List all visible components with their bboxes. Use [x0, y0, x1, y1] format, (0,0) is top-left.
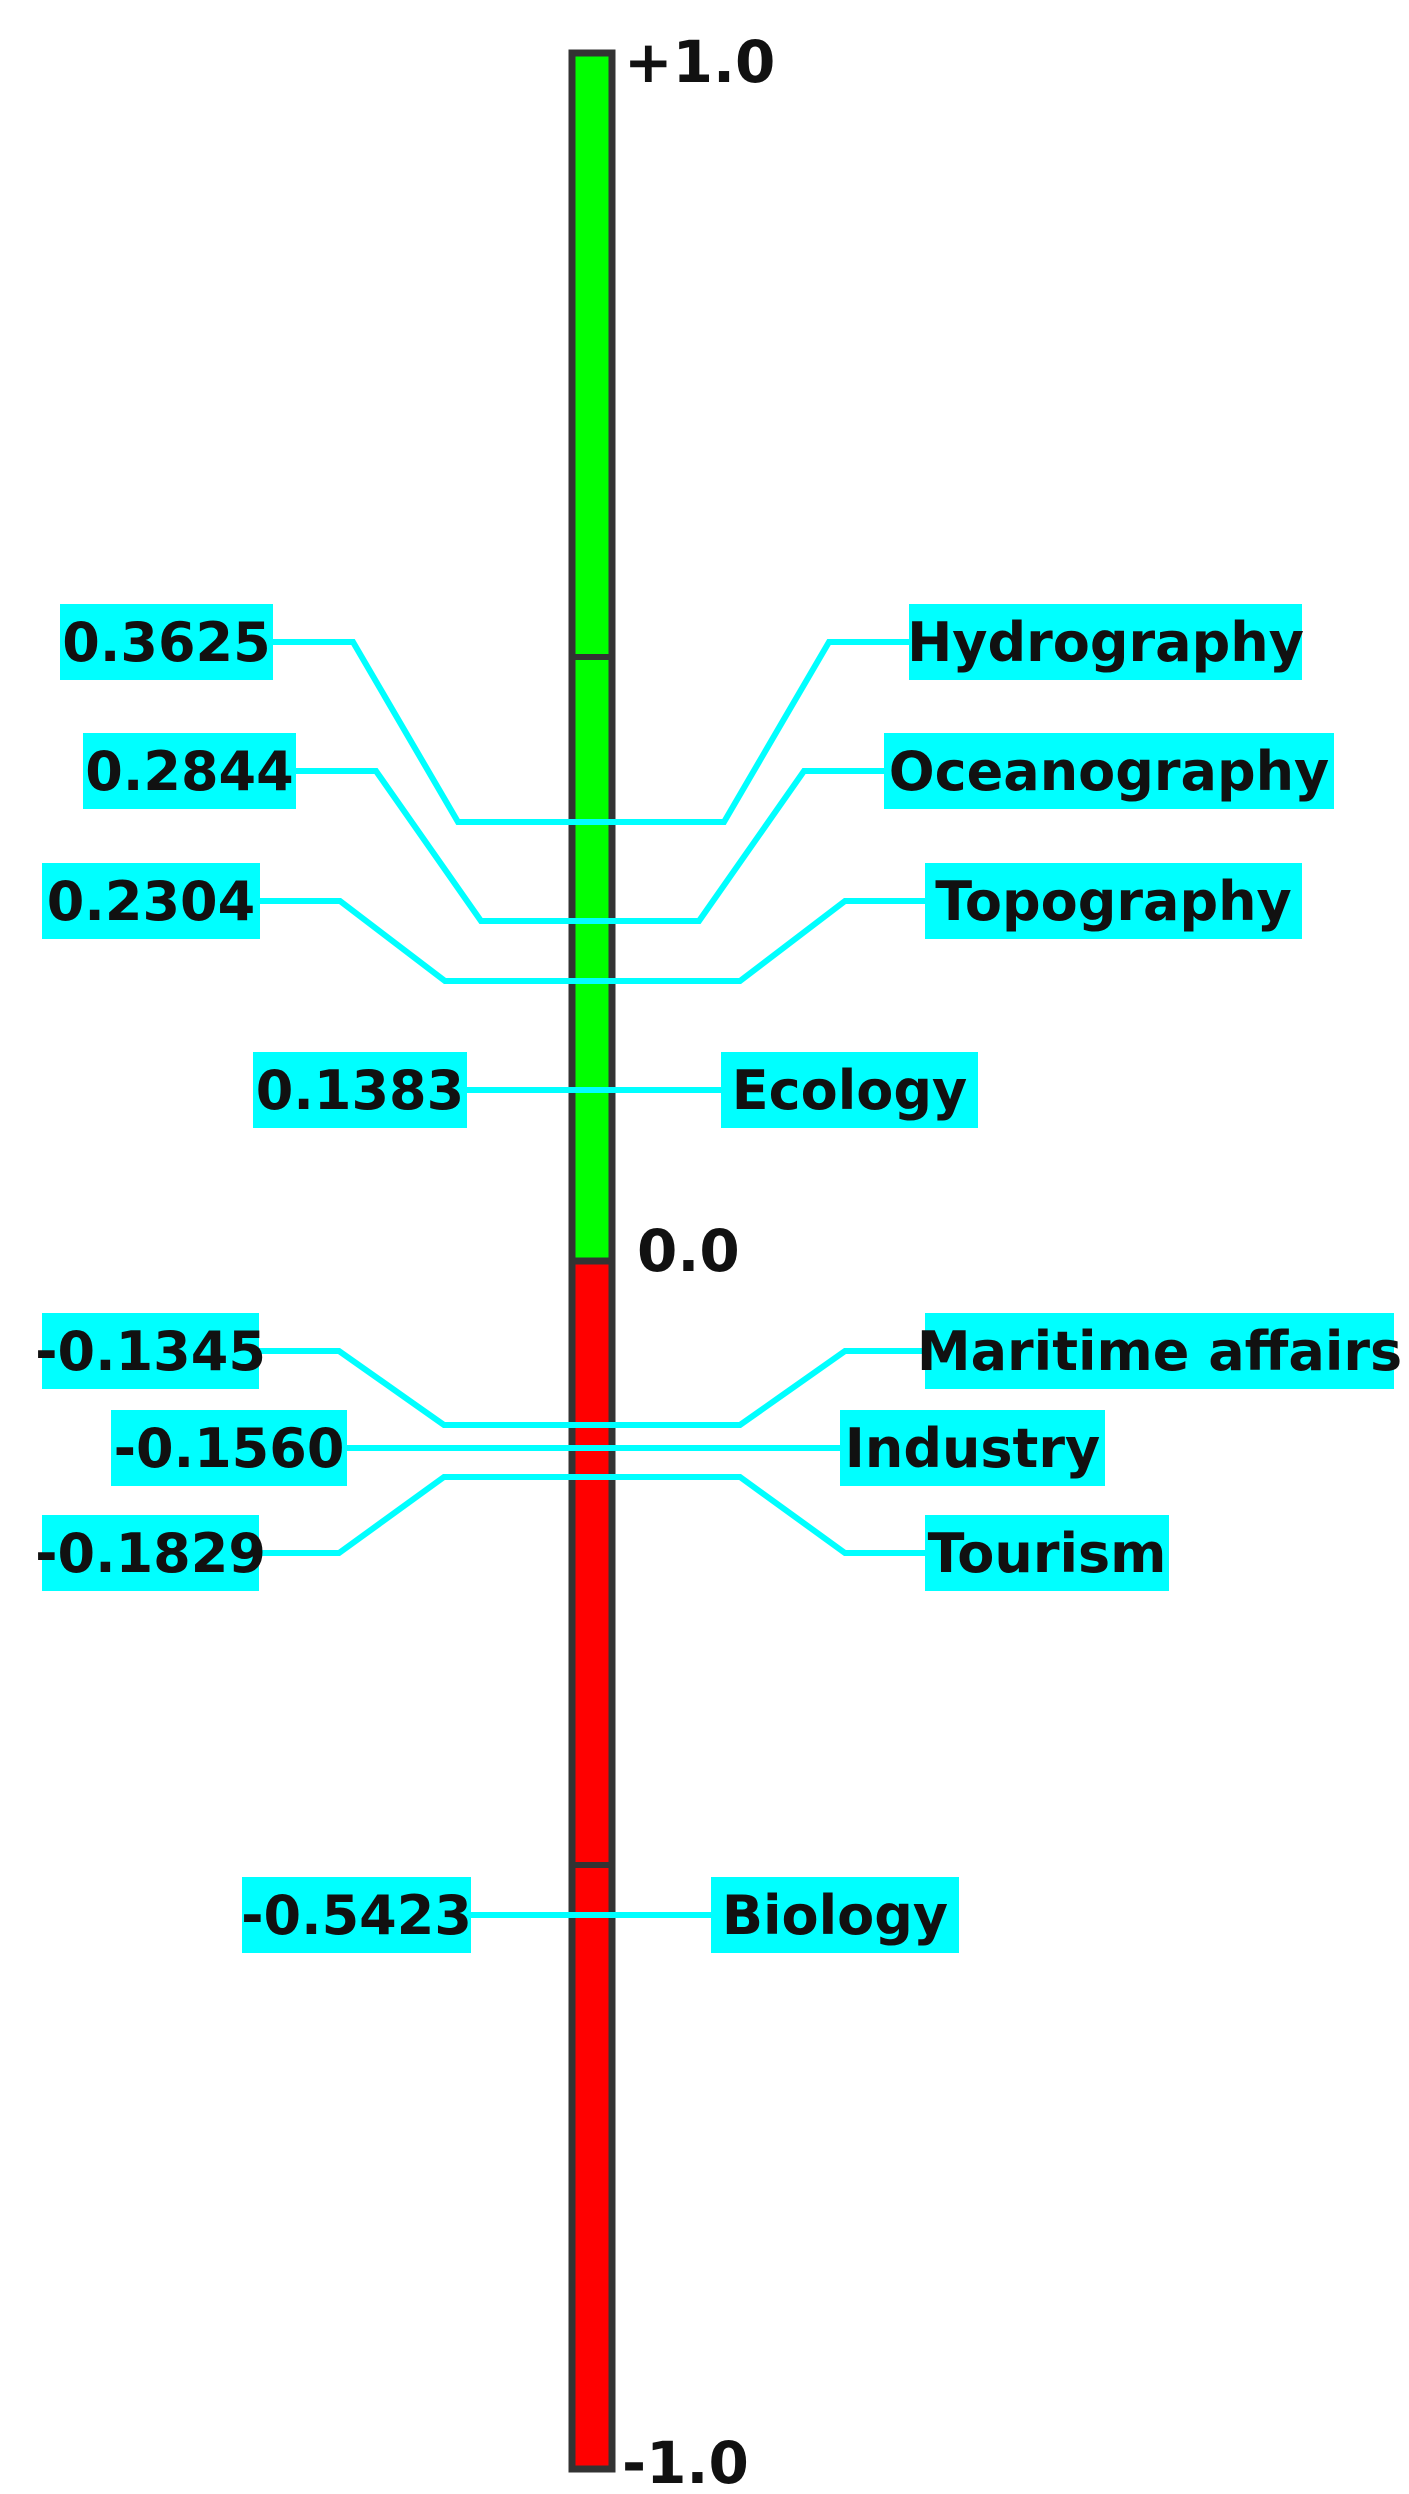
category-label-biology: Biology	[722, 1884, 948, 1947]
category-label-ecology: Ecology	[732, 1059, 967, 1122]
value-box-topography	[42, 863, 260, 939]
category-label-tourism: Tourism	[928, 1522, 1167, 1585]
category-box-ecology	[721, 1052, 978, 1128]
category-box-topography	[925, 863, 1302, 939]
category-box-maritime-affairs	[925, 1313, 1394, 1389]
value-label-industry: -0.1560	[114, 1417, 345, 1480]
category-label-maritime-affairs: Maritime affairs	[917, 1320, 1402, 1383]
value-box-industry	[111, 1410, 347, 1486]
leader-line-hydrography	[273, 639, 909, 825]
category-label-topography: Topography	[935, 870, 1292, 933]
leader-line-oceanography	[296, 768, 884, 924]
category-box-biology	[711, 1877, 959, 1953]
value-label-tourism: -0.1829	[35, 1522, 266, 1585]
category-box-tourism	[925, 1515, 1169, 1591]
category-box-oceanography	[884, 733, 1334, 809]
value-box-oceanography	[83, 733, 296, 809]
leader-line-topography	[260, 898, 925, 984]
category-box-industry	[840, 1410, 1105, 1486]
axis-label-top: +1.0	[624, 28, 775, 96]
category-label-oceanography: Oceanography	[889, 740, 1330, 803]
value-box-biology	[242, 1877, 471, 1953]
scale-bar	[568, 49, 616, 2473]
item-labels: 0.3625 Hydrography 0.2844 Oceanography 0.230…	[35, 604, 1402, 1953]
leader-line-maritime-affairs	[259, 1348, 925, 1428]
category-label-industry: Industry	[845, 1417, 1100, 1480]
value-box-ecology	[253, 1052, 467, 1128]
value-box-hydrography	[60, 604, 273, 680]
value-label-hydrography: 0.3625	[62, 611, 270, 674]
leader-line-tourism	[259, 1474, 925, 1556]
value-label-topography: 0.2304	[47, 870, 255, 933]
axis-label-zero: 0.0	[637, 1217, 740, 1285]
value-box-tourism	[42, 1515, 259, 1591]
axis-label-bottom: -1.0	[622, 2429, 749, 2494]
category-box-hydrography	[909, 604, 1302, 680]
value-label-maritime-affairs: -0.1345	[35, 1320, 266, 1383]
value-box-maritime-affairs	[42, 1313, 259, 1389]
value-label-oceanography: 0.2844	[85, 740, 293, 803]
axis-labels: +1.0 0.0 -1.0	[622, 28, 775, 2494]
category-label-hydrography: Hydrography	[907, 611, 1304, 674]
leader-lines	[259, 639, 925, 1918]
value-label-ecology: 0.1383	[256, 1059, 464, 1122]
value-label-biology: -0.5423	[241, 1884, 472, 1947]
